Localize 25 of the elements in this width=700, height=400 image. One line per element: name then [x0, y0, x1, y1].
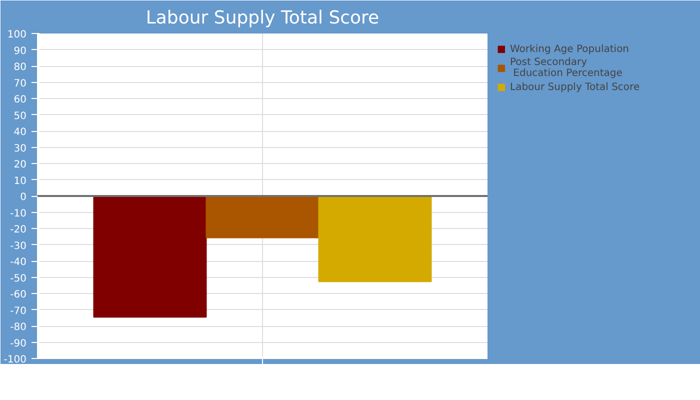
y-tick-label: 10: [14, 176, 27, 187]
y-tick-label: -50: [10, 273, 27, 284]
y-tick-label: -30: [10, 240, 27, 252]
y-tick-label: 60: [14, 94, 27, 106]
chart-title: Labour Supply Total Score: [146, 8, 380, 28]
y-tick-label: 30: [14, 143, 27, 154]
y-tick-label: 70: [14, 78, 27, 90]
y-tick-label: -90: [10, 338, 27, 350]
legend-label: Post Secondary Education Percentage: [510, 57, 622, 79]
y-tick-label: -60: [10, 290, 27, 300]
y-tick-label: -70: [10, 306, 27, 317]
legend-label: Labour Supply Total Score: [510, 81, 640, 93]
legend-label: Working Age Population: [510, 43, 630, 55]
y-tick-label: 80: [14, 62, 27, 73]
y-tick-label: 100: [7, 30, 27, 40]
y-tick-label: 90: [14, 46, 27, 57]
y-tick-label: 40: [14, 127, 27, 138]
y-tick-label: -40: [10, 257, 27, 268]
y-tick-label: 0: [20, 192, 27, 203]
y-tick-label: -80: [10, 322, 27, 333]
y-tick-label: 20: [14, 160, 27, 170]
y-tick-label: -10: [10, 208, 27, 220]
y-tick-label: 50: [14, 110, 27, 122]
y-tick-label: -100: [4, 354, 27, 366]
y-tick-label: -20: [10, 224, 27, 236]
